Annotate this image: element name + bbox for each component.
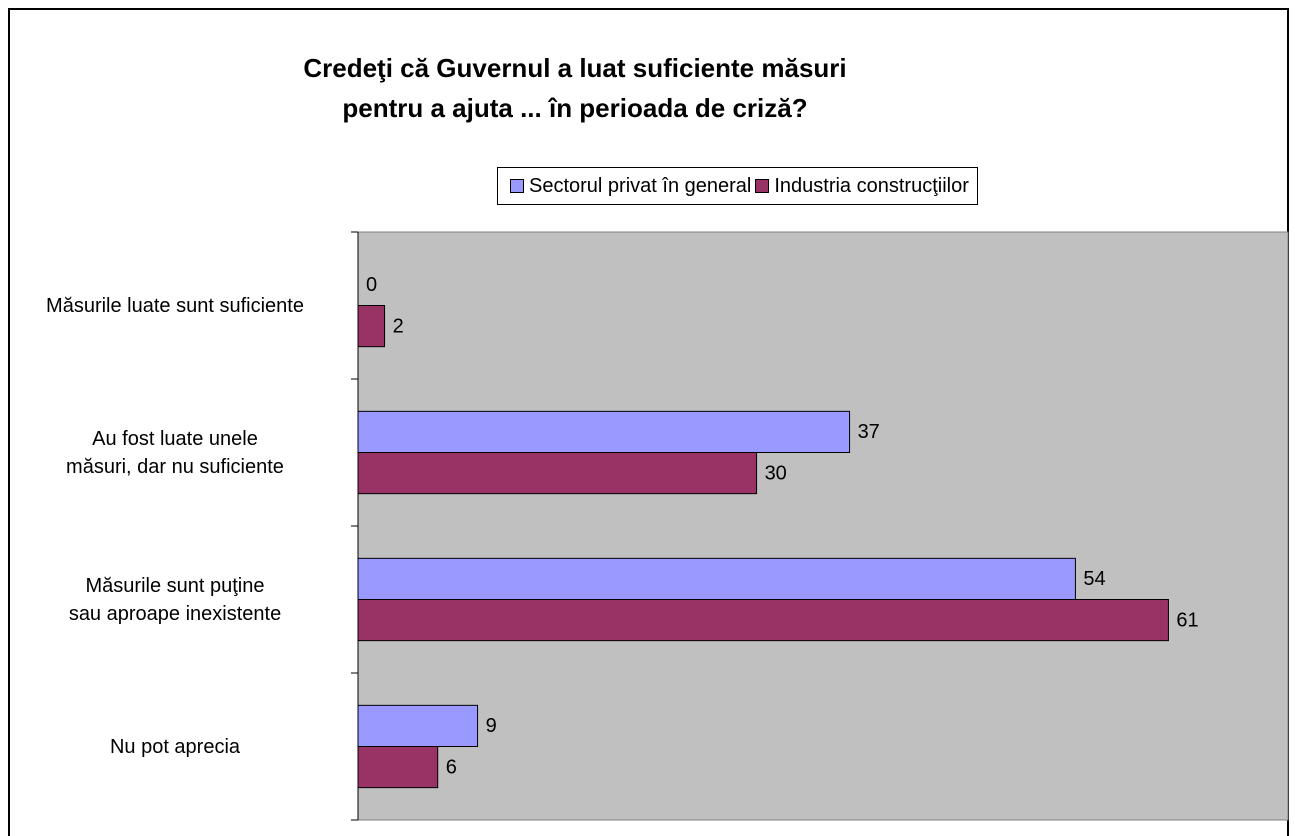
- y-tick-label: Nu pot aprecia: [109, 735, 241, 758]
- data-label: 61: [1176, 609, 1198, 631]
- data-label: 37: [858, 421, 880, 443]
- data-label: 54: [1083, 568, 1105, 590]
- bar: [357, 305, 386, 348]
- bar: [357, 410, 851, 453]
- bar: [357, 599, 1169, 642]
- data-label: 6: [446, 756, 457, 778]
- legend-swatch: [510, 179, 524, 193]
- legend-label: Industria construcţiilor: [774, 174, 969, 197]
- legend-label: Sectorul privat în general: [529, 174, 752, 197]
- y-tick-label: Au fost luate unele măsuri, dar nu sufic…: [66, 427, 284, 478]
- plot-area: [357, 231, 1289, 821]
- bar: [357, 704, 479, 748]
- data-label: 0: [366, 274, 377, 296]
- y-tick-label: Măsurile luate sunt suficiente: [46, 294, 304, 317]
- chart-title: Credeţi că Guvernul a luat suficiente mă…: [303, 53, 847, 123]
- y-tick-label: Măsurile sunt puţine sau aproape inexist…: [68, 574, 282, 625]
- data-label: 9: [486, 715, 497, 737]
- data-label: 2: [393, 315, 404, 337]
- legend-swatch: [755, 179, 770, 193]
- bar: [357, 746, 439, 789]
- data-label: 30: [765, 462, 787, 484]
- bar: [357, 452, 758, 495]
- legend: Sectorul privat în general Industria cons…: [497, 167, 978, 205]
- bar: [357, 557, 1076, 601]
